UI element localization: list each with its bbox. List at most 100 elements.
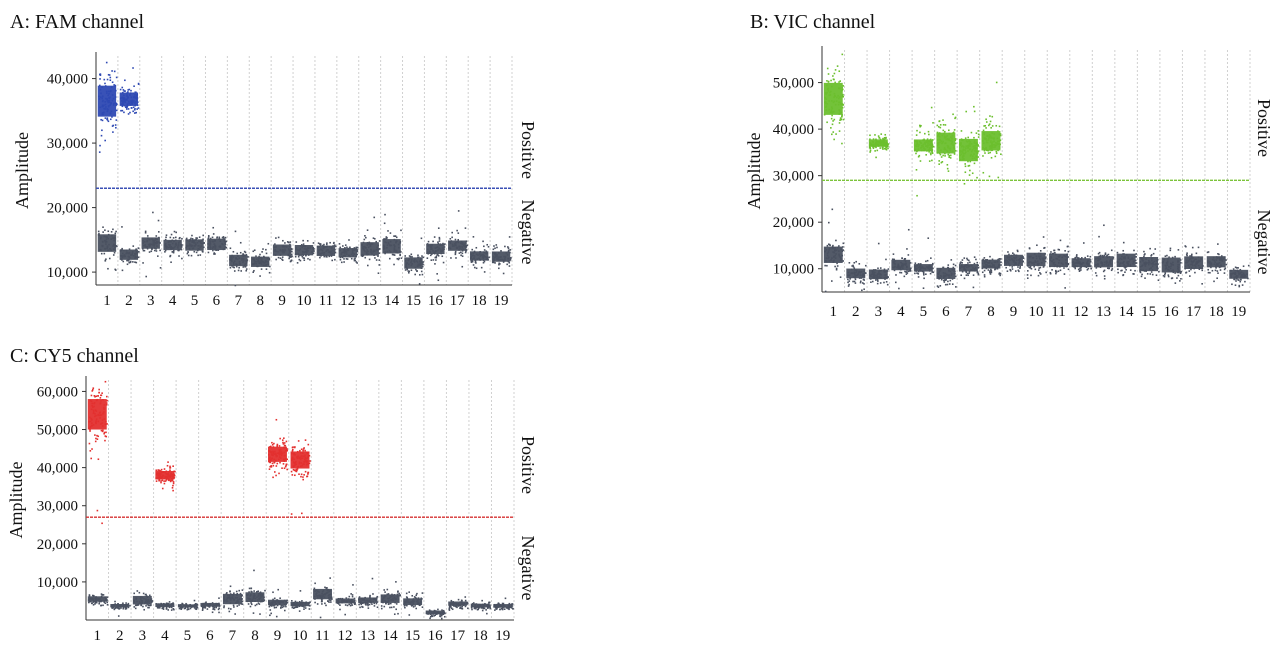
negative-cluster-well-10-droplet [294, 603, 297, 605]
negative-cluster-well-15-droplet [1150, 267, 1152, 269]
positive-cluster-well-6-droplet [942, 140, 944, 143]
negative-cluster-well-17-droplet [1198, 266, 1201, 269]
negative-cluster-well-17-droplet [1188, 270, 1191, 272]
negative-cluster-well-19-droplet [500, 258, 503, 261]
positive-cluster-well-6-droplet [949, 147, 952, 150]
negative-cluster-well-15-droplet [408, 255, 411, 257]
negative-cluster-well-16-droplet [432, 611, 435, 614]
negative-cluster-well-1-droplet [836, 246, 839, 249]
negative-cluster-well-2-droplet [114, 600, 116, 603]
negative-cluster-well-7-droplet [961, 262, 963, 264]
negative-cluster-well-5-droplet [188, 248, 191, 250]
positive-cluster-well-1-droplet [108, 101, 111, 104]
negative-cluster-well-4-droplet [172, 605, 175, 607]
negative-cluster-well-11-droplet [321, 590, 324, 593]
negative-cluster-well-17-droplet [1195, 258, 1197, 261]
positive-cluster-well-1-droplet [99, 73, 102, 75]
negative-cluster-well-5-droplet [931, 263, 934, 266]
positive-cluster-well-8-droplet [997, 176, 1000, 179]
negative-cluster-well-16-droplet [434, 610, 437, 612]
negative-cluster-well-15-droplet [416, 592, 418, 595]
negative-cluster-well-4-droplet [168, 604, 170, 607]
negative-cluster-well-5-droplet [189, 603, 191, 606]
negative-cluster-well-6-droplet [940, 275, 943, 278]
positive-cluster-well-2-droplet [132, 99, 135, 102]
negative-cluster-well-14-droplet [1125, 265, 1128, 268]
negative-cluster-well-11-droplet [329, 241, 331, 244]
negative-cluster-well-10-droplet [296, 249, 299, 251]
negative-cluster-well-15-droplet [407, 272, 410, 274]
negative-cluster-well-12-droplet [1079, 262, 1082, 265]
negative-cluster-well-14 [382, 213, 403, 266]
positive-cluster-well-3-droplet [869, 149, 872, 152]
negative-cluster-well-17-droplet [1189, 257, 1192, 260]
negative-cluster-well-15-droplet [417, 263, 420, 266]
negative-cluster-well-9-droplet [286, 599, 288, 602]
negative-cluster-well-8-droplet [996, 266, 999, 269]
negative-cluster-well-18-droplet [1219, 259, 1221, 261]
negative-cluster-well-12-droplet [350, 253, 353, 256]
negative-cluster-well-12-droplet [1071, 261, 1074, 264]
positive-cluster-well-7-droplet [959, 154, 962, 157]
negative-cluster-well-13-droplet [1098, 258, 1101, 261]
negative-cluster-well-15-droplet [1144, 261, 1147, 264]
negative-cluster-well-6-droplet [201, 604, 204, 606]
negative-cluster-well-17-droplet [1198, 268, 1201, 271]
negative-cluster-well-13-droplet [1108, 261, 1111, 263]
negative-cluster-well-10-droplet [305, 601, 307, 604]
negative-cluster-well-9-droplet [283, 251, 285, 254]
negative-cluster-well-19-droplet [509, 258, 512, 260]
positive-cluster-well-2-droplet [124, 104, 126, 107]
negative-cluster-well-10-droplet [306, 249, 309, 252]
negative-cluster-well-12 [338, 239, 359, 264]
negative-cluster-well-13-droplet [1105, 262, 1108, 265]
negative-cluster-well-19-droplet [503, 260, 505, 262]
negative-cluster-well-3-droplet [877, 242, 880, 245]
negative-cluster-well-9-droplet [275, 599, 278, 602]
negative-cluster-well-2-droplet [859, 270, 862, 273]
negative-cluster-well-7-droplet [245, 269, 248, 272]
positive-cluster-well-2-droplet [130, 100, 132, 102]
positive-cluster-well-3-droplet [882, 143, 885, 146]
negative-cluster-well-11-droplet [331, 246, 333, 248]
negative-cluster-well-1-droplet [102, 226, 104, 228]
negative-cluster-well-2-droplet [120, 605, 122, 608]
negative-cluster-well-4-droplet [905, 271, 908, 273]
negative-cluster-well-15-droplet [420, 263, 422, 266]
negative-cluster-well-3-droplet [874, 269, 877, 271]
negative-cluster-well-1-droplet [824, 264, 826, 267]
negative-cluster-well-18-droplet [1209, 265, 1212, 267]
negative-cluster-well-13-droplet [378, 248, 380, 251]
negative-cluster-well-5-droplet [914, 262, 917, 264]
negative-cluster-well-4-droplet [180, 245, 183, 248]
negative-cluster-well-4-droplet [165, 604, 167, 607]
negative-cluster-well-10-droplet [291, 600, 293, 602]
negative-cluster-well-13-droplet [372, 593, 374, 595]
negative-cluster-well-13-droplet [368, 603, 371, 606]
positive-cluster-well-6-droplet [942, 129, 945, 132]
negative-cluster-well-2-droplet [121, 269, 124, 272]
positive-cluster-well-1-droplet [828, 94, 831, 97]
negative-cluster-well-2-droplet [134, 249, 137, 251]
negative-cluster-well-15-droplet [419, 262, 421, 265]
negative-cluster-well-15-droplet [1148, 268, 1151, 270]
positive-cluster-well-6-droplet [945, 138, 947, 141]
x-tick-label: 6 [206, 628, 214, 644]
positive-cluster-well-1-droplet [824, 106, 827, 108]
negative-cluster-well-6-droplet [222, 248, 225, 251]
positive-cluster-well-1-droplet [105, 90, 108, 93]
positive-cluster-well-6-droplet [954, 139, 957, 141]
negative-cluster-well-12-droplet [353, 253, 356, 255]
negative-cluster-well-1-droplet [831, 208, 834, 211]
negative-cluster-well-6-droplet [214, 604, 216, 607]
positive-cluster-well-2-droplet [121, 100, 123, 102]
negative-cluster-well-17-droplet [465, 240, 468, 243]
negative-cluster-well-17-droplet [1191, 253, 1193, 256]
negative-cluster-well-3-droplet [874, 276, 876, 279]
negative-cluster-well-18-droplet [1207, 260, 1209, 262]
negative-cluster-well-2-droplet [137, 256, 140, 259]
negative-cluster-well-5-droplet [185, 246, 187, 249]
positive-cluster-well-8-droplet [990, 140, 992, 142]
negative-cluster-well-12-droplet [351, 604, 354, 606]
negative-cluster-well-16-droplet [430, 612, 433, 614]
